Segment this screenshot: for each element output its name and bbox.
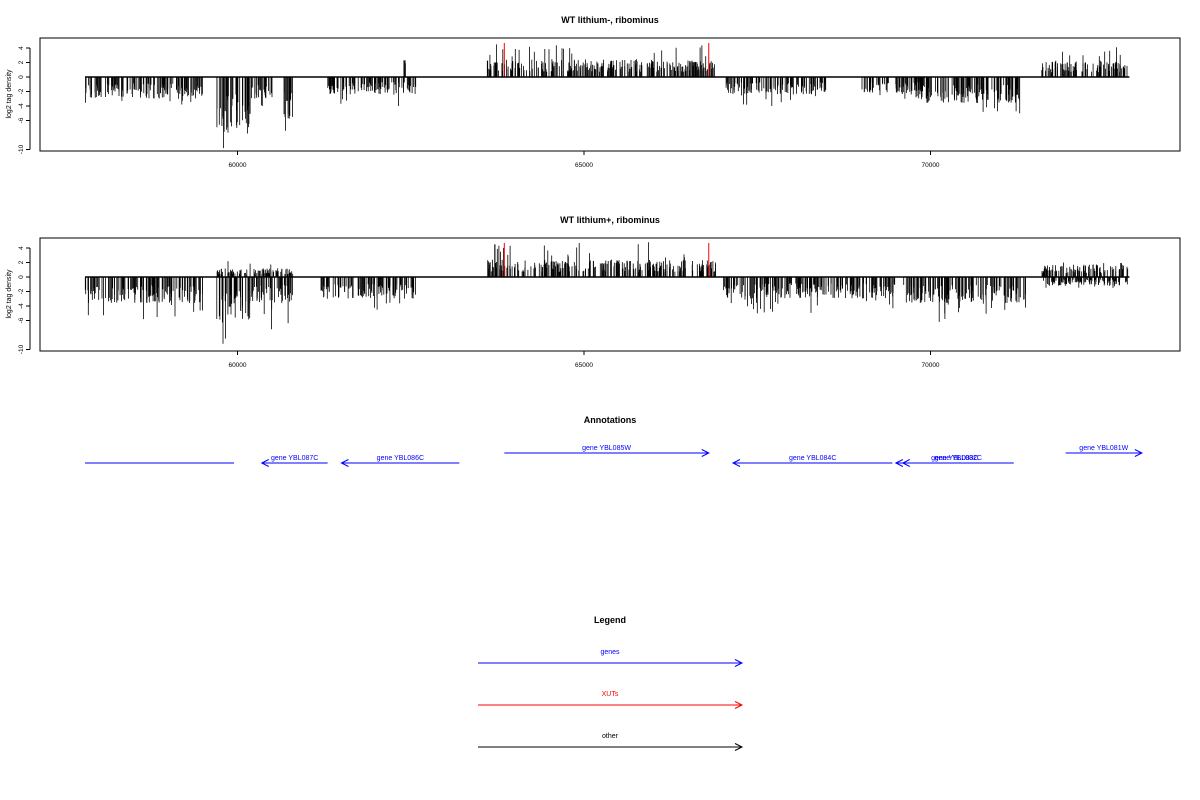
annotation-feature: gene YBL082C	[901, 455, 1014, 467]
y-tick-label: 0	[18, 75, 25, 79]
density-panel-lithium-plus: WT lithium+, ribominus log2 tag density …	[6, 215, 1181, 369]
feature-label: gene YBL081W	[1079, 445, 1128, 452]
legend-label: other	[602, 733, 619, 740]
x-tick-label: 65000	[575, 162, 593, 169]
x-tick-label: 60000	[228, 362, 246, 369]
panel-title: WT lithium+, ribominus	[560, 215, 660, 225]
panel-title: WT lithium-, ribominus	[561, 15, 659, 25]
arrow-head	[260, 459, 269, 467]
feature-label: gene YBL087C	[271, 455, 318, 462]
arrow-head	[701, 449, 710, 457]
annotation-feature: gene YBL087C	[260, 455, 328, 467]
xut-markers	[503, 43, 710, 77]
feature-label: gene YBL086C	[377, 455, 424, 462]
legend-title: Legend	[594, 615, 626, 625]
density-panel-lithium-minus: WT lithium-, ribominus log2 tag density …	[6, 15, 1181, 169]
y-axis-label: log2 tag density	[6, 69, 13, 119]
legend: Legend genes XUTs other	[478, 615, 744, 751]
arrow-head	[894, 459, 904, 467]
y-axis: 4 2 0 -2 -4 -6 -10	[18, 246, 31, 354]
y-tick-label: 2	[18, 60, 25, 64]
x-tick-label: 70000	[921, 362, 939, 369]
y-tick-label: -4	[18, 103, 25, 109]
y-tick-label: -10	[18, 144, 25, 154]
arrow-head	[1134, 449, 1144, 457]
y-tick-label: -4	[18, 303, 25, 309]
plot-frame	[39, 237, 1181, 352]
arrow-head	[734, 701, 744, 709]
y-tick-label: -6	[18, 317, 25, 323]
y-tick-label: 4	[18, 246, 25, 250]
y-axis: 4 2 0 -2 -4 -6 -10	[18, 46, 31, 154]
x-tick-label: 70000	[921, 162, 939, 169]
arrow-head	[901, 459, 911, 467]
feature-label: gene YBL084C	[789, 455, 836, 462]
y-tick-label: -2	[18, 88, 25, 94]
y-tick-label: -6	[18, 117, 25, 123]
x-tick-label: 65000	[575, 362, 593, 369]
density-bars	[84, 242, 1129, 344]
y-tick-label: -10	[18, 344, 25, 354]
arrow-head	[340, 459, 349, 467]
x-tick-label: 60000	[228, 162, 246, 169]
xut-markers	[503, 243, 710, 277]
annotation-features: gene YBL087C gene YBL086C gene YBL085W gene…	[85, 445, 1144, 467]
legend-entry: XUTs	[478, 691, 744, 709]
y-tick-label: 2	[18, 260, 25, 264]
annotation-title: Annotations	[584, 415, 637, 425]
legend-entries: genes XUTs other	[478, 649, 744, 751]
arrow-head	[734, 659, 744, 667]
arrow-head	[731, 459, 741, 467]
annotation-feature: gene YBL081W	[1065, 445, 1144, 457]
annotation-track: Annotations gene YBL087C gene YBL086Cgene…	[85, 415, 1144, 467]
arrow-head	[734, 743, 744, 751]
feature-label: gene YBL083C	[931, 455, 978, 462]
annotation-feature: gene YBL084C	[731, 455, 893, 467]
density-bars	[85, 44, 1128, 149]
x-axis: 60000 65000 70000	[228, 351, 940, 369]
y-tick-label: 0	[18, 275, 25, 279]
annotation-feature: gene YBL085W	[504, 445, 710, 457]
y-tick-label: 4	[18, 46, 25, 50]
y-axis-label: log2 tag density	[6, 269, 13, 319]
annotation-feature: gene YBL086C	[340, 455, 460, 467]
legend-entry: genes	[478, 649, 744, 667]
feature-label: gene YBL082C	[935, 455, 982, 462]
x-axis: 60000 65000 70000	[228, 151, 940, 169]
legend-label: genes	[600, 649, 620, 656]
plot-frame	[39, 37, 1181, 152]
legend-label: XUTs	[602, 691, 619, 698]
legend-entry: other	[478, 733, 744, 751]
y-tick-label: -2	[18, 288, 25, 294]
feature-label: gene YBL085W	[582, 445, 631, 452]
